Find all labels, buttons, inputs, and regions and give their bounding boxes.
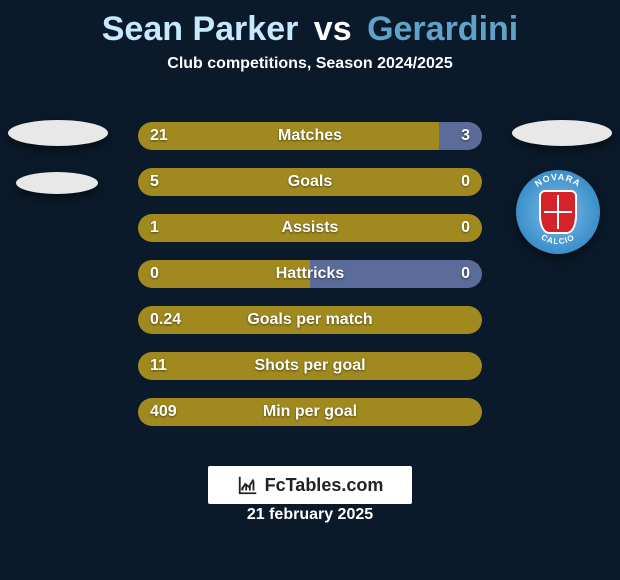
stat-label: Goals [138, 173, 482, 191]
stat-label: Goals per match [138, 311, 482, 329]
player1-badge-1 [8, 120, 108, 146]
stat-rows: 21Matches35Goals01Assists00Hattricks00.2… [138, 122, 482, 444]
stat-row: 11Shots per goal [138, 352, 482, 380]
stat-value-right: 3 [461, 127, 470, 145]
player1-badges [8, 120, 108, 194]
stat-label: Shots per goal [138, 357, 482, 375]
player2-club-badge: NOVARA CALCIO [516, 170, 600, 254]
watermark-text: FcTables.com [265, 475, 384, 496]
stat-label: Hattricks [138, 265, 482, 283]
player2-placeholder-badge [512, 120, 612, 146]
shield-icon [539, 190, 577, 234]
stat-label: Assists [138, 219, 482, 237]
player1-badge-2 [16, 172, 98, 194]
stat-value-right: 0 [461, 265, 470, 283]
footer-date: 21 february 2025 [0, 506, 620, 524]
stat-row: 5Goals0 [138, 168, 482, 196]
stat-value-right: 0 [461, 219, 470, 237]
club-badge-text-top: NOVARA [533, 172, 583, 189]
svg-text:NOVARA: NOVARA [533, 172, 583, 189]
stat-row: 21Matches3 [138, 122, 482, 150]
stat-label: Min per goal [138, 403, 482, 421]
stat-label: Matches [138, 127, 482, 145]
stat-row: 0Hattricks0 [138, 260, 482, 288]
player1-name: Sean Parker [102, 10, 299, 48]
svg-text:CALCIO: CALCIO [540, 233, 577, 247]
watermark: FcTables.com [208, 466, 412, 504]
stat-row: 1Assists0 [138, 214, 482, 242]
player2-name: Gerardini [367, 10, 518, 48]
title-separator: vs [314, 10, 352, 48]
stat-value-right: 0 [461, 173, 470, 191]
club-badge-text-bottom: CALCIO [540, 233, 577, 247]
subtitle: Club competitions, Season 2024/2025 [0, 55, 620, 73]
player2-badges: NOVARA CALCIO [512, 120, 612, 254]
stat-row: 409Min per goal [138, 398, 482, 426]
stat-row: 0.24Goals per match [138, 306, 482, 334]
comparison-title: Sean Parker vs Gerardini [0, 10, 620, 49]
chart-icon [237, 474, 259, 496]
